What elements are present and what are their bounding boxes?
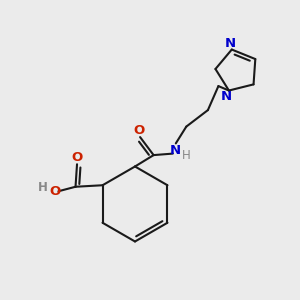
Text: N: N <box>170 143 182 157</box>
Text: H: H <box>182 148 191 162</box>
Text: N: N <box>225 37 236 50</box>
Text: N: N <box>221 90 232 103</box>
Text: O: O <box>134 124 145 137</box>
Text: O: O <box>71 151 82 164</box>
Text: O: O <box>50 185 61 198</box>
Text: H: H <box>38 181 47 194</box>
